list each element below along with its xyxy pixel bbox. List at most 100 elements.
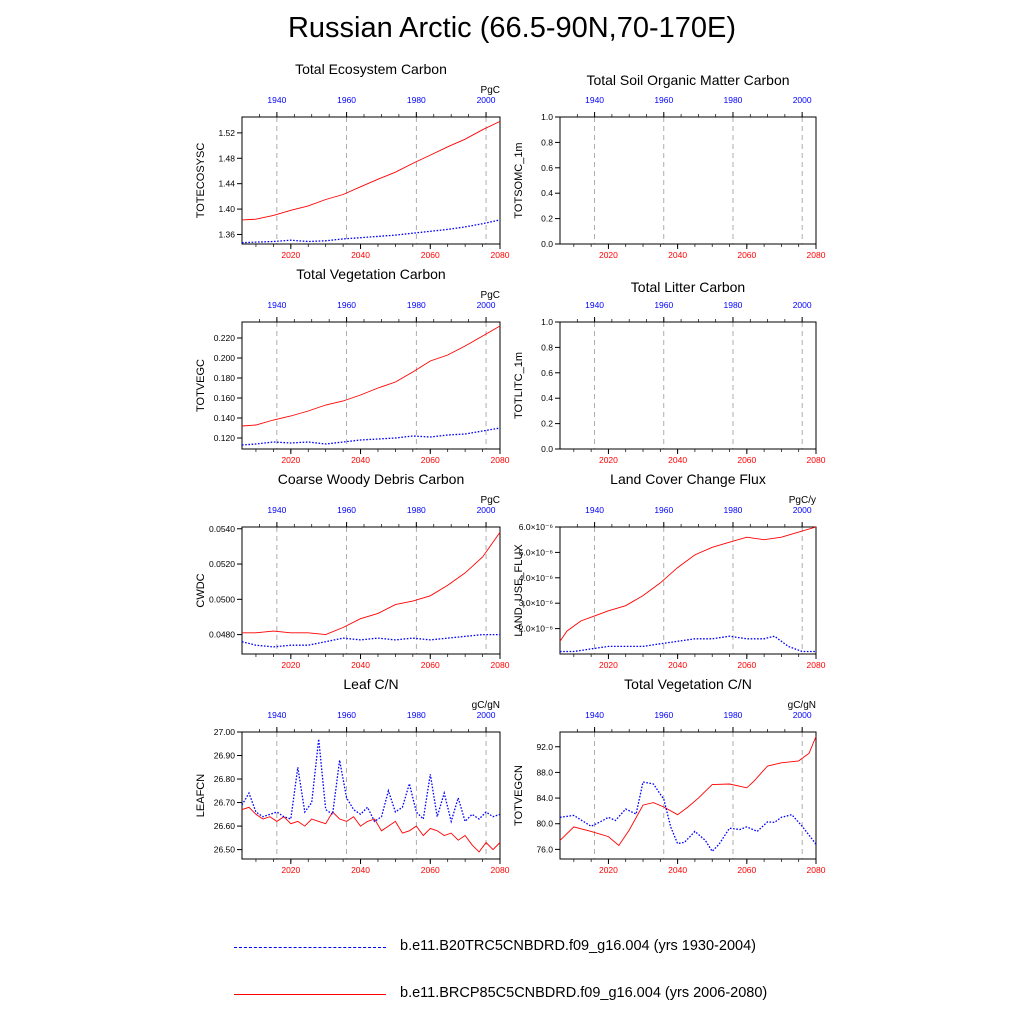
panel-1-ytick-label-0: 1.36 (218, 229, 235, 239)
panel-3-ylabel: TOTVEGC (195, 359, 207, 412)
panel-5-xtick-label-2080: 2080 (491, 660, 510, 670)
panel-3-ytick-label-5: 0.220 (214, 333, 236, 343)
panel-5-xtick-label-2040: 2040 (351, 660, 370, 670)
panel-6-toptick-label-1960: 1960 (654, 505, 673, 515)
panel-2-xtick-label-2060: 2060 (737, 250, 756, 260)
panel-1-ytick-label-3: 1.48 (218, 153, 235, 163)
panel-8-xtick-label-2080: 2080 (807, 865, 826, 875)
panel-1-series-future (241, 120, 501, 221)
panel-3-xtick-label-2080: 2080 (491, 455, 510, 465)
panel-7-series-future (241, 806, 501, 853)
panel-7-title: Leaf C/N (343, 676, 398, 692)
panel-2-xtick-label-2040: 2040 (668, 250, 687, 260)
panel-5-xtick-label-2020: 2020 (281, 660, 300, 670)
panel-8-ytick-label-4: 92.0 (536, 742, 553, 752)
panel-5-title: Coarse Woody Debris Carbon (278, 471, 465, 487)
panel-1-toptick-label-1960: 1960 (337, 95, 356, 105)
panel-1-frame (241, 116, 501, 245)
panel-4-frame (559, 321, 817, 450)
panel-5-toptick-label-1940: 1940 (267, 505, 286, 515)
panel-5-ytick-label-2: 0.0520 (209, 559, 235, 569)
panel-8-ytick-label-2: 84.0 (536, 793, 553, 803)
panel-6-ytick-label-1: 3.0×10⁻⁶ (519, 598, 553, 608)
panel-4-toptick-label-1960: 1960 (654, 300, 673, 310)
panel-3-toptick-label-1980: 1980 (407, 300, 426, 310)
legend-swatch-historical (234, 947, 386, 948)
panel-2-title: Total Soil Organic Matter Carbon (586, 72, 789, 88)
panel-1-series-historical (241, 219, 501, 244)
panel-4-xtick-label-2060: 2060 (737, 455, 756, 465)
panel-6-toptick-label-2000: 2000 (793, 505, 812, 515)
panel-1-xtick-label-2020: 2020 (281, 250, 300, 260)
panel-1-toptick-label-2000: 2000 (477, 95, 496, 105)
panel-7-toptick-label-1960: 1960 (337, 710, 356, 720)
panel-4-toptick-label-1980: 1980 (724, 300, 743, 310)
panel-1-toptick-label-1940: 1940 (267, 95, 286, 105)
panel-3-title: Total Vegetation Carbon (296, 266, 445, 282)
panel-1-ylabel: TOTECOSYSC (195, 143, 207, 219)
panel-8-ytick-label-1: 80.0 (536, 819, 553, 829)
panel-3-ytick-label-3: 0.180 (214, 373, 236, 383)
panel-8-xtick-label-2040: 2040 (668, 865, 687, 875)
panel-4-xtick-label-2040: 2040 (668, 455, 687, 465)
panel-2-toptick-label-1940: 1940 (585, 95, 604, 105)
panel-4-ytick-label-1: 0.2 (541, 419, 553, 429)
panel-6-title: Land Cover Change Flux (610, 471, 766, 487)
panel-3-frame (241, 321, 501, 450)
panel-3-ytick-label-1: 0.140 (214, 413, 236, 423)
panel-6-frame (559, 526, 817, 655)
panel-4-ytick-label-2: 0.4 (541, 393, 553, 403)
panel-7-ytick-label-4: 26.90 (214, 751, 236, 761)
legend-swatch-future (234, 994, 386, 995)
panel-8-toptick-label-1960: 1960 (654, 710, 673, 720)
legend-label-historical: b.e11.B20TRC5CNBDRD.f09_g16.004 (yrs 193… (400, 938, 756, 954)
panel-8-ylabel: TOTVEGCN (513, 765, 525, 826)
panel-8-series-historical (559, 781, 817, 853)
panel-8-toptick-label-2000: 2000 (793, 710, 812, 720)
panel-3-series-historical (241, 427, 501, 446)
panel-1-xtick-label-2040: 2040 (351, 250, 370, 260)
panel-7-ylabel: LEAFCN (195, 774, 207, 817)
panel-2-ytick-label-4: 0.8 (541, 137, 553, 147)
page-title: Russian Arctic (66.5-90N,70-170E) (287, 12, 737, 44)
panel-6-units: PgC/y (789, 495, 816, 506)
panel-2-xtick-label-2080: 2080 (807, 250, 826, 260)
panel-1-title: Total Ecosystem Carbon (295, 61, 447, 77)
panel-1-ytick-label-2: 1.44 (218, 179, 235, 189)
panel-4-xtick-label-2020: 2020 (599, 455, 618, 465)
panel-7-ytick-label-2: 26.70 (214, 798, 236, 808)
panel-3-xtick-label-2040: 2040 (351, 455, 370, 465)
panel-6-ylabel: LAND_USE_FLUX (513, 544, 525, 637)
panel-6-ytick-label-2: 4.0×10⁻⁶ (519, 573, 553, 583)
panel-3-units: PgC (481, 290, 500, 301)
panel-2-xtick-label-2020: 2020 (599, 250, 618, 260)
panel-1-toptick-label-1980: 1980 (407, 95, 426, 105)
panel-2-frame (559, 116, 817, 245)
panel-5-series-future (242, 532, 501, 636)
panel-7-ytick-label-5: 27.00 (214, 727, 236, 737)
panel-3-xtick-label-2020: 2020 (281, 455, 300, 465)
panel-4-ytick-label-5: 1.0 (541, 317, 553, 327)
panel-1-ytick-label-4: 1.52 (218, 128, 235, 138)
panel-2-ytick-label-3: 0.6 (541, 163, 553, 173)
panel-1-xtick-label-2080: 2080 (491, 250, 510, 260)
panel-6-toptick-label-1940: 1940 (585, 505, 604, 515)
panel-6-series-historical (560, 635, 816, 653)
panel-7-units: gC/gN (472, 700, 500, 711)
panel-3-toptick-label-1960: 1960 (337, 300, 356, 310)
panel-4-ylabel: TOTLITC_1m (513, 352, 525, 419)
panel-3-ytick-label-0: 0.120 (214, 433, 236, 443)
panel-3-toptick-label-2000: 2000 (477, 300, 496, 310)
panel-7-toptick-label-1980: 1980 (407, 710, 426, 720)
panel-6-xtick-label-2040: 2040 (668, 660, 687, 670)
panel-6-ytick-label-4: 6.0×10⁻⁶ (519, 522, 553, 532)
panel-2-ytick-label-2: 0.4 (541, 188, 553, 198)
panel-6-ytick-label-0: 2.0×10⁻⁶ (519, 624, 553, 634)
panel-8-frame (559, 731, 817, 860)
panel-2-toptick-label-1980: 1980 (724, 95, 743, 105)
panel-5-units: PgC (481, 495, 500, 506)
panel-8-title: Total Vegetation C/N (624, 676, 752, 692)
panel-7-ytick-label-1: 26.60 (214, 821, 236, 831)
panel-7-xtick-label-2080: 2080 (491, 865, 510, 875)
panel-4-toptick-label-1940: 1940 (585, 300, 604, 310)
